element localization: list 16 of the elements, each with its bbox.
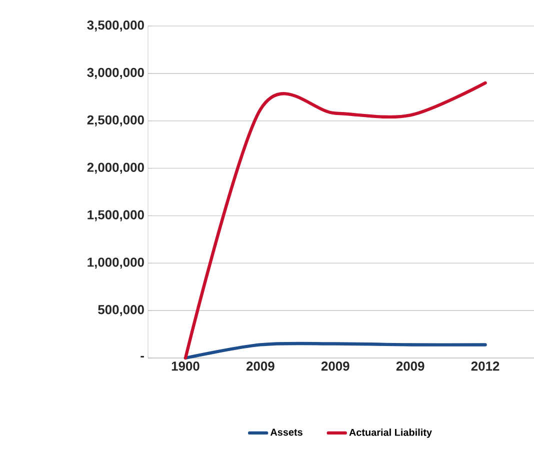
x-tick-label: 2009	[396, 362, 424, 371]
y-tick-label: 1,000,000	[88, 258, 144, 269]
x-tick-label: 1900	[172, 362, 200, 371]
y-tick-label: 3,000,000	[87, 68, 144, 79]
x-tick-label: 2012	[471, 362, 500, 371]
y-tick-label: 2,000,000	[87, 162, 144, 174]
x-tick-label: 2009	[321, 362, 350, 371]
y-tick-label: 1,500,000	[88, 210, 144, 222]
x-tick-label: 2009	[246, 362, 274, 371]
y-tick-label: 3,500,000	[87, 20, 144, 32]
legend-label: Assets	[270, 428, 302, 436]
line-series	[184, 81, 487, 360]
y-tick-label: 500,000	[98, 305, 144, 316]
y-tick-label: -	[140, 356, 144, 358]
legend-label: Actuarial Liability	[349, 428, 432, 438]
y-tick-label: 2,500,000	[87, 115, 144, 126]
